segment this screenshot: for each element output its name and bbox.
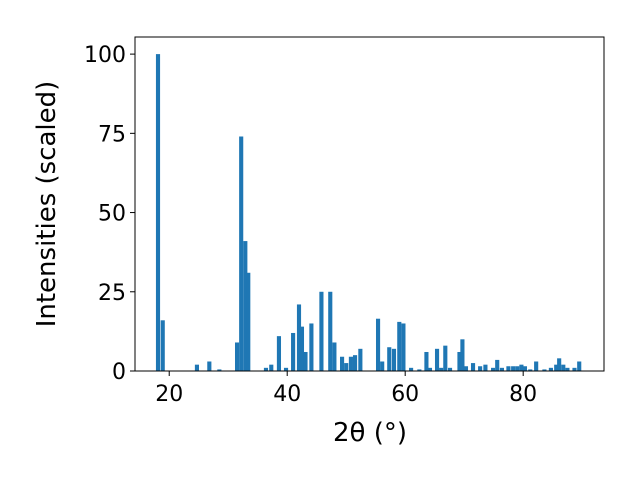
bar <box>303 351 308 371</box>
bar <box>491 367 496 371</box>
bar <box>269 364 274 371</box>
bar <box>409 367 414 371</box>
bar <box>344 363 349 371</box>
bar <box>387 347 392 371</box>
bar <box>460 339 465 371</box>
bar <box>483 364 488 371</box>
bar <box>309 323 314 371</box>
bar <box>332 342 337 371</box>
bar <box>217 369 222 371</box>
bar <box>463 366 469 371</box>
bar <box>506 366 511 371</box>
bar <box>391 348 397 371</box>
bar <box>470 363 476 371</box>
bar <box>380 361 385 371</box>
bar <box>557 358 562 371</box>
bar <box>447 367 453 371</box>
bar <box>519 364 524 371</box>
bar <box>352 355 358 371</box>
bar <box>542 369 547 371</box>
bar <box>340 356 345 371</box>
y-tick-label: 75 <box>98 122 126 147</box>
bar <box>561 364 566 371</box>
bar <box>207 361 212 371</box>
bar <box>528 369 533 371</box>
bar <box>194 364 200 371</box>
bar <box>478 366 483 371</box>
bar <box>299 326 305 371</box>
bar <box>427 367 433 371</box>
y-tick-label: 50 <box>98 202 126 227</box>
bar <box>397 321 402 371</box>
bar <box>239 136 244 371</box>
x-tick-label: 60 <box>391 382 419 407</box>
bar <box>515 366 520 371</box>
y-axis-label: Intensities (scaled) <box>32 81 62 328</box>
y-tick-label: 100 <box>84 43 126 68</box>
bar <box>328 291 333 371</box>
bar <box>495 359 500 371</box>
bar <box>358 348 363 371</box>
bar <box>319 291 324 371</box>
bar <box>511 366 516 371</box>
bar <box>417 369 422 371</box>
bar <box>443 345 448 371</box>
bar <box>243 241 248 371</box>
bar <box>499 367 505 371</box>
bar <box>534 361 539 371</box>
bar <box>375 318 381 371</box>
bar <box>276 336 282 371</box>
bar <box>439 367 444 371</box>
x-tick-label: 20 <box>155 382 183 407</box>
bar <box>434 348 440 371</box>
bar <box>572 367 577 371</box>
bar <box>283 367 289 371</box>
y-tick-label: 0 <box>112 360 126 385</box>
bar <box>548 367 553 371</box>
bar <box>246 272 251 371</box>
x-tick-label: 40 <box>273 382 301 407</box>
plot-frame <box>134 36 605 372</box>
x-axis-label: 2θ (°) <box>333 418 407 448</box>
bar <box>263 367 269 371</box>
bar <box>522 366 528 371</box>
bar <box>457 351 462 371</box>
bar <box>424 351 429 371</box>
y-tick-label: 25 <box>98 281 126 306</box>
bar <box>160 320 165 371</box>
bar <box>234 342 240 371</box>
bar <box>565 367 570 371</box>
bar <box>554 364 559 371</box>
bar <box>348 356 353 371</box>
bar <box>155 54 161 372</box>
bar <box>401 323 406 371</box>
bar <box>296 304 302 371</box>
bar <box>291 332 296 371</box>
bar <box>577 361 582 371</box>
x-tick-label: 80 <box>509 382 537 407</box>
